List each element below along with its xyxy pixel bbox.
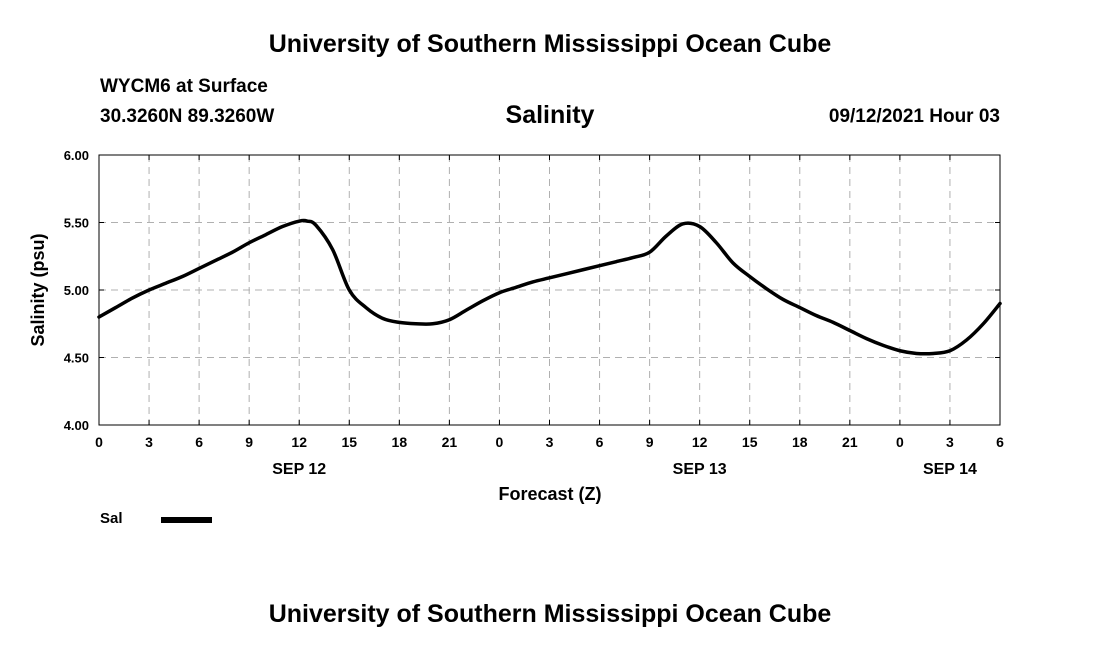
date-label: SEP 12 xyxy=(272,461,326,478)
grid-lines xyxy=(99,155,1000,425)
x-tick-label: 9 xyxy=(245,434,253,450)
x-tick-label: 18 xyxy=(392,434,408,450)
x-tick-label: 12 xyxy=(291,434,307,450)
x-tick-label: 15 xyxy=(341,434,357,450)
station-coords: 30.3260N 89.3260W xyxy=(100,106,275,127)
series-layer xyxy=(97,218,1002,356)
x-tick-label: 6 xyxy=(596,434,604,450)
legend-label: Sal xyxy=(100,510,123,527)
x-tick-label: 3 xyxy=(145,434,153,450)
station-label: WYCM6 at Surface xyxy=(100,76,268,97)
x-tick-label: 21 xyxy=(442,434,458,450)
plot-frame xyxy=(98,154,1001,426)
axes: 0 3 6 9 12 15 18 21 0 3 6 9 12 15 18 21 0 3 6 6.00 5.50 5.00 4… xyxy=(64,148,1004,478)
chart-title: Salinity xyxy=(505,101,595,129)
y-tick-label: 5.50 xyxy=(64,216,89,231)
x-tick-label: 12 xyxy=(692,434,708,450)
x-tick-label: 3 xyxy=(546,434,554,450)
x-tick-label: 15 xyxy=(742,434,758,450)
x-axis-label: Forecast (Z) xyxy=(498,484,601,504)
series-line-sal xyxy=(97,218,1002,356)
x-tick-label: 0 xyxy=(896,434,904,450)
legend-swatch xyxy=(161,517,212,523)
date-label: SEP 13 xyxy=(673,461,727,478)
x-tick-label: 6 xyxy=(996,434,1004,450)
y-axis-label: Salinity (psu) xyxy=(28,233,48,346)
date-label: SEP 14 xyxy=(923,461,977,478)
x-tick-label: 9 xyxy=(646,434,654,450)
x-tick-label: 6 xyxy=(195,434,203,450)
x-tick-label: 3 xyxy=(946,434,954,450)
y-tick-label: 5.00 xyxy=(64,283,89,298)
forecast-datetime: 09/12/2021 Hour 03 xyxy=(828,106,1000,127)
x-tick-label: 21 xyxy=(842,434,858,450)
y-tick-label: 4.50 xyxy=(64,351,89,366)
header-title: University of Southern Mississippi Ocean… xyxy=(268,30,832,58)
footer-title: University of Southern Mississippi Ocean… xyxy=(268,600,832,628)
x-tick-label: 0 xyxy=(496,434,504,450)
x-tick-label: 18 xyxy=(792,434,808,450)
y-tick-label: 6.00 xyxy=(64,148,89,163)
y-tick-label: 4.00 xyxy=(64,418,89,433)
x-tick-label: 0 xyxy=(95,434,103,450)
